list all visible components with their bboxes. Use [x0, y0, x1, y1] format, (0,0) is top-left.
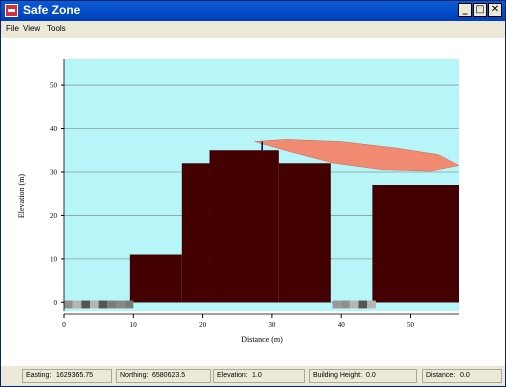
distance-value: 0.0	[460, 372, 470, 379]
ground-segment	[81, 300, 90, 309]
x-axis-label: Distance (m)	[241, 335, 283, 344]
x-tick-label: 40	[338, 321, 346, 329]
y-axis-label: Elevation (m)	[17, 174, 26, 219]
distance-field: Distance: 0.0	[422, 369, 502, 383]
northing-field: Northing: 6580623.5	[116, 369, 211, 383]
northing-value: 6580623.5	[152, 372, 186, 379]
chart-panel: 0 10 20 30 40 50 0 10 20 30 40 50 Elevation (m) Dist…	[1, 38, 505, 366]
x-tick-label: 30	[268, 321, 276, 329]
easting-field: Easting: 1629365.75	[22, 369, 112, 383]
y-tick-label: 20	[50, 212, 58, 220]
title-bar[interactable]: Safe Zone _ □ ✕	[1, 1, 505, 21]
ground-segment	[64, 300, 73, 309]
ground-segment	[98, 300, 108, 309]
ground-segment	[115, 300, 125, 309]
x-tick-label: 20	[199, 321, 207, 329]
elevation-field: Elevation: 1.0	[213, 369, 305, 383]
y-tick-label: 0	[54, 299, 58, 307]
building-height-label: Building Height:	[313, 372, 363, 379]
ground-segment	[107, 300, 116, 309]
x-tick-label: 0	[62, 321, 66, 329]
ground-segment	[341, 300, 350, 309]
status-bar: Easting: 1629365.75 Northing: 6580623.5 …	[1, 367, 505, 386]
northing-label: Northing:	[120, 372, 149, 379]
ground-segment	[332, 300, 342, 309]
app-icon	[5, 4, 18, 17]
y-tick-label: 30	[50, 168, 58, 176]
ground-segment	[89, 300, 99, 309]
easting-value: 1629365.75	[56, 372, 93, 379]
building-5	[372, 185, 459, 303]
ground-segment	[72, 300, 82, 309]
building-4	[278, 163, 331, 303]
easting-label: Easting:	[26, 372, 52, 379]
minimize-button[interactable]: _	[458, 3, 472, 17]
menu-tools[interactable]: Tools	[47, 24, 66, 33]
y-tick-label: 10	[50, 255, 58, 263]
menu-view[interactable]: View	[23, 24, 41, 33]
window-title: Safe Zone	[23, 3, 81, 17]
building-2	[181, 163, 210, 303]
ground-segment	[367, 300, 376, 309]
y-tick-label: 40	[50, 125, 58, 133]
ground-segment	[358, 300, 368, 309]
building-height-value: 0.0	[366, 372, 376, 379]
maximize-button[interactable]: □	[473, 3, 487, 17]
elevation-value: 1.0	[252, 372, 262, 379]
building-3	[209, 150, 279, 303]
x-tick-label: 10	[130, 321, 138, 329]
menu-bar: File View Tools	[1, 22, 505, 38]
plume-polygon	[254, 139, 460, 172]
building-height-field: Building Height: 0.0	[309, 369, 417, 383]
elevation-label: Elevation:	[217, 372, 248, 379]
menu-file[interactable]: File	[6, 24, 19, 33]
x-tick-label: 50	[407, 321, 415, 329]
ground-segment	[124, 300, 134, 309]
ground-segment	[349, 300, 359, 309]
y-tick-label: 50	[50, 82, 58, 90]
close-button[interactable]: ✕	[488, 3, 502, 17]
building-1	[129, 254, 182, 303]
distance-label: Distance:	[426, 372, 456, 379]
elevation-profile-chart[interactable]: 0 10 20 30 40 50 0 10 20 30 40 50 Elevation (m) Dist…	[1, 38, 505, 366]
